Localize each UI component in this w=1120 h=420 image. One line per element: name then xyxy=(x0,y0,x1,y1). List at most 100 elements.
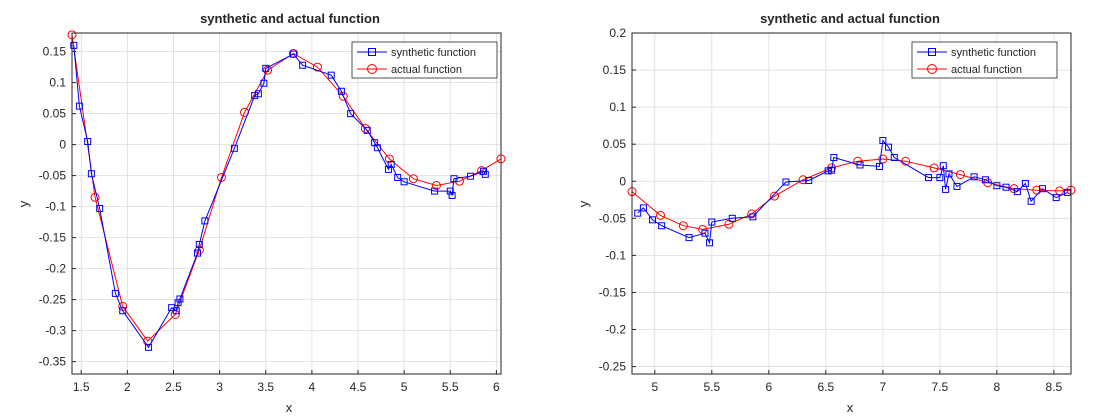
series-line-actual-left xyxy=(71,34,502,342)
data-point-synthetic xyxy=(856,161,864,169)
y-tick-label: -0.1 xyxy=(605,248,626,262)
y-tick-label: -0.35 xyxy=(39,355,67,369)
y-tick-label: -0.2 xyxy=(45,262,66,276)
y-tick-label: -0.15 xyxy=(599,285,627,299)
x-tick-label: 7.5 xyxy=(932,380,949,394)
data-point-synthetic xyxy=(1002,183,1010,191)
data-point-synthetic xyxy=(885,143,893,151)
plot-area-left xyxy=(72,33,501,374)
x-tick-label: 8 xyxy=(994,380,1001,394)
data-point-synthetic xyxy=(708,218,716,226)
data-point-synthetic xyxy=(70,41,78,49)
series-synthetic-left xyxy=(70,41,489,351)
data-point-synthetic xyxy=(174,299,182,307)
data-point-synthetic xyxy=(481,170,489,178)
data-point-synthetic xyxy=(111,289,119,297)
data-point-synthetic xyxy=(1013,188,1021,196)
axes-box-right xyxy=(631,32,1072,375)
x-axis-label-left: x xyxy=(286,400,293,415)
y-tick-label: -0.25 xyxy=(599,360,627,374)
data-point-synthetic xyxy=(431,187,439,195)
x-tick-label: 6.5 xyxy=(818,380,835,394)
legend-marker-synthetic-right xyxy=(928,48,936,56)
data-point-synthetic xyxy=(1027,197,1035,205)
data-point-actual xyxy=(360,123,370,133)
data-point-synthetic xyxy=(230,144,238,152)
x-tick-label: 2 xyxy=(124,380,131,394)
y-axis-label-left: y xyxy=(16,200,31,207)
data-point-synthetic xyxy=(701,229,709,237)
data-point-actual xyxy=(656,210,666,220)
data-point-synthetic xyxy=(649,216,657,224)
data-point-synthetic xyxy=(939,162,947,170)
x-tick-label: 3.5 xyxy=(257,380,274,394)
data-point-synthetic xyxy=(467,172,475,180)
data-point-synthetic xyxy=(970,173,978,181)
data-point-actual xyxy=(678,221,688,231)
axes-box-left xyxy=(71,32,502,375)
legend-box-right xyxy=(911,41,1058,79)
data-point-actual xyxy=(312,62,322,72)
data-point-actual xyxy=(901,156,911,166)
data-point-synthetic xyxy=(639,204,647,212)
y-tick-label: 0.2 xyxy=(609,26,626,40)
x-tick-label: 8.5 xyxy=(1046,380,1063,394)
data-point-synthetic xyxy=(337,87,345,95)
data-point-actual xyxy=(955,170,965,180)
data-point-synthetic xyxy=(96,204,104,212)
data-point-actual xyxy=(454,176,464,186)
legend-box-left xyxy=(351,41,498,79)
data-point-synthetic xyxy=(254,90,262,98)
y-tick-label: 0.1 xyxy=(609,100,626,114)
data-point-actual xyxy=(408,174,418,184)
data-point-synthetic xyxy=(400,178,408,186)
data-point-synthetic xyxy=(119,307,127,315)
y-tick-label: 0.1 xyxy=(49,76,66,90)
data-point-synthetic xyxy=(145,343,153,351)
data-point-synthetic xyxy=(260,79,268,87)
x-tick-label: 4 xyxy=(309,380,316,394)
data-point-synthetic xyxy=(1021,179,1029,187)
legend-marker-actual-right xyxy=(927,64,937,74)
data-point-synthetic xyxy=(201,217,209,225)
y-tick-label: -0.05 xyxy=(39,169,67,183)
x-tick-label: 7 xyxy=(880,380,887,394)
series-line-synthetic-left xyxy=(73,45,486,349)
data-point-synthetic xyxy=(289,50,297,58)
y-tick-label: 0 xyxy=(619,174,626,188)
data-point-synthetic xyxy=(299,61,307,69)
legend-label-synthetic-left: synthetic function xyxy=(391,47,476,59)
chart-title-left: synthetic and actual function xyxy=(200,11,380,26)
x-tick-label: 3 xyxy=(216,380,223,394)
data-point-synthetic xyxy=(373,144,381,152)
data-point-synthetic xyxy=(830,154,838,162)
data-point-synthetic xyxy=(942,185,950,193)
data-point-synthetic xyxy=(394,173,402,181)
y-tick-label: 0.15 xyxy=(603,63,627,77)
data-point-synthetic xyxy=(728,214,736,222)
x-ticks-left: 1.5 2 2.5 3 3.5 4 4.5 5 5.5 6 xyxy=(73,370,500,394)
x-tick-label: 6 xyxy=(493,380,500,394)
grid-left xyxy=(72,33,501,374)
legend-label-actual-right: actual function xyxy=(951,64,1022,76)
data-point-synthetic xyxy=(450,175,458,183)
data-point-synthetic xyxy=(879,136,887,144)
data-point-synthetic xyxy=(327,71,335,79)
y-tick-label: -0.3 xyxy=(45,324,66,338)
x-tick-label: 5 xyxy=(401,380,408,394)
data-point-synthetic xyxy=(685,234,693,242)
x-tick-label: 6 xyxy=(765,380,772,394)
data-point-synthetic xyxy=(805,177,813,185)
data-point-synthetic xyxy=(387,160,395,168)
data-point-synthetic xyxy=(195,240,203,248)
data-point-actual xyxy=(431,181,441,191)
data-point-synthetic xyxy=(84,138,92,145)
data-point-synthetic xyxy=(936,174,944,182)
x-tick-label: 5.5 xyxy=(703,380,720,394)
data-point-actual xyxy=(770,191,780,201)
data-point-synthetic xyxy=(634,209,642,217)
data-point-actual xyxy=(384,154,394,164)
y-tick-label: -0.25 xyxy=(39,293,67,307)
data-point-synthetic xyxy=(262,64,270,72)
y-tick-label: -0.1 xyxy=(45,200,66,214)
